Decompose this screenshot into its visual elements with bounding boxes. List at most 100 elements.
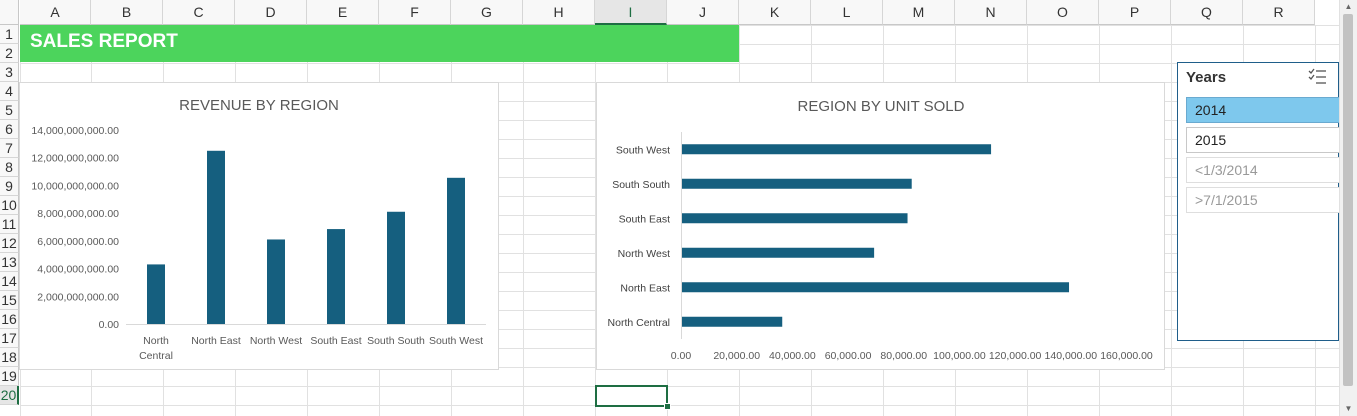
- row-header-20[interactable]: 20: [0, 386, 19, 405]
- y-category-label: North East: [620, 282, 670, 294]
- x-tick-label: South West: [429, 335, 483, 347]
- region-by-unit-sold-chart[interactable]: REGION BY UNIT SOLD South West South Sout…: [596, 82, 1165, 370]
- scroll-down-icon[interactable]: ▼: [1344, 404, 1353, 413]
- y-tick-label: 4,000,000,000.00: [37, 264, 119, 276]
- row-header-9[interactable]: 9: [0, 177, 19, 196]
- y-tick-label: 0.00: [99, 319, 120, 331]
- row-header-15[interactable]: 15: [0, 291, 19, 310]
- x-tick-label: 20,000.00: [713, 350, 760, 362]
- revenue-bar[interactable]: [147, 264, 165, 324]
- column-header-H[interactable]: H: [523, 0, 595, 25]
- revenue-by-region-chart[interactable]: REVENUE BY REGION 0.00 2,000,000,000.00 4,…: [19, 82, 499, 370]
- y-tick-label: 10,000,000,000.00: [31, 180, 119, 192]
- row-header-11[interactable]: 11: [0, 215, 19, 234]
- column-header-B[interactable]: B: [91, 0, 163, 25]
- x-tick-label: North East: [191, 335, 241, 347]
- x-tick-label: 160,000.00: [1100, 350, 1153, 362]
- row-header-14[interactable]: 14: [0, 272, 19, 291]
- revenue-bar[interactable]: [267, 239, 285, 324]
- column-header-M[interactable]: M: [883, 0, 955, 25]
- x-tick-label: 100,000.00: [933, 350, 986, 362]
- years-slicer[interactable]: Years 2014 2015 <1/3/2014 >7/1/2015: [1177, 62, 1346, 341]
- row-header-12[interactable]: 12: [0, 234, 19, 253]
- y-tick-label: 12,000,000,000.00: [31, 153, 119, 165]
- x-tick-label: 140,000.00: [1045, 350, 1098, 362]
- row-header-8[interactable]: 8: [0, 158, 19, 177]
- revenue-bar[interactable]: [207, 150, 225, 324]
- x-tick-label: 60,000.00: [825, 350, 872, 362]
- scroll-up-icon[interactable]: ▲: [1344, 2, 1353, 11]
- row-header-3[interactable]: 3: [0, 63, 19, 82]
- column-header-O[interactable]: O: [1027, 0, 1099, 25]
- row-header-18[interactable]: 18: [0, 348, 19, 367]
- units-bar[interactable]: [682, 247, 875, 258]
- units-chart-title: REGION BY UNIT SOLD: [798, 98, 965, 115]
- column-header-R[interactable]: R: [1243, 0, 1315, 25]
- y-category-label: North Central: [608, 317, 670, 329]
- column-header-I[interactable]: I: [595, 0, 667, 25]
- revenue-bar[interactable]: [387, 211, 405, 324]
- row-header-6[interactable]: 6: [0, 120, 19, 139]
- row-header-7[interactable]: 7: [0, 139, 19, 158]
- row-header-10[interactable]: 10: [0, 196, 19, 215]
- y-tick-label: 6,000,000,000.00: [37, 236, 119, 248]
- x-tick-label: 40,000.00: [769, 350, 816, 362]
- row-header-2[interactable]: 2: [0, 44, 19, 63]
- column-header-G[interactable]: G: [451, 0, 523, 25]
- column-header-L[interactable]: L: [811, 0, 883, 25]
- column-header-C[interactable]: C: [163, 0, 235, 25]
- revenue-chart-title: REVENUE BY REGION: [179, 97, 339, 114]
- row-header-17[interactable]: 17: [0, 329, 19, 348]
- slicer-item[interactable]: 2014: [1186, 97, 1346, 123]
- y-category-label: South South: [612, 179, 670, 191]
- slicer-title: Years: [1186, 69, 1227, 86]
- column-header-E[interactable]: E: [307, 0, 379, 25]
- x-tick-label: 80,000.00: [880, 350, 927, 362]
- column-header-N[interactable]: N: [955, 0, 1027, 25]
- vertical-scrollbar[interactable]: ▲ ▼: [1339, 0, 1357, 416]
- x-tick-label: South East: [310, 335, 361, 347]
- select-all-corner[interactable]: [0, 0, 19, 25]
- row-header-1[interactable]: 1: [0, 25, 19, 44]
- column-header-K[interactable]: K: [739, 0, 811, 25]
- slicer-item[interactable]: <1/3/2014: [1186, 157, 1346, 183]
- active-cell-selection[interactable]: [595, 385, 668, 407]
- row-header-5[interactable]: 5: [0, 101, 19, 120]
- column-header-D[interactable]: D: [235, 0, 307, 25]
- scroll-thumb[interactable]: [1343, 14, 1353, 386]
- y-tick-label: 2,000,000,000.00: [37, 291, 119, 303]
- revenue-bar[interactable]: [447, 177, 465, 324]
- row-header-4[interactable]: 4: [0, 82, 19, 101]
- units-chart-plot: REGION BY UNIT SOLD South West South Sout…: [608, 98, 1153, 362]
- y-tick-label: 14,000,000,000.00: [31, 125, 119, 137]
- x-tick-label: Central: [139, 350, 173, 362]
- slicer-item[interactable]: >7/1/2015: [1186, 187, 1346, 213]
- units-bar[interactable]: [682, 316, 783, 327]
- revenue-chart-plot: REVENUE BY REGION 0.00 2,000,000,000.00 4,…: [31, 97, 486, 362]
- column-header-A[interactable]: A: [20, 0, 91, 25]
- slicer-item[interactable]: 2015: [1186, 127, 1346, 153]
- y-category-label: South West: [616, 144, 670, 156]
- y-tick-label: 8,000,000,000.00: [37, 208, 119, 220]
- revenue-bar[interactable]: [327, 229, 345, 324]
- x-tick-label: 120,000.00: [989, 350, 1042, 362]
- units-bar[interactable]: [682, 178, 912, 189]
- row-header-16[interactable]: 16: [0, 310, 19, 329]
- sales-report-banner[interactable]: SALES REPORT: [20, 25, 739, 62]
- units-bar[interactable]: [682, 282, 1070, 293]
- y-category-label: South East: [619, 213, 670, 225]
- row-header-19[interactable]: 19: [0, 367, 19, 386]
- fill-handle[interactable]: [664, 403, 671, 410]
- multi-select-icon[interactable]: [1308, 68, 1328, 86]
- column-header-J[interactable]: J: [667, 0, 739, 25]
- column-header-P[interactable]: P: [1099, 0, 1171, 25]
- units-bar[interactable]: [682, 144, 992, 155]
- x-tick-label: 0.00: [671, 350, 692, 362]
- report-title: SALES REPORT: [30, 31, 178, 52]
- row-header-13[interactable]: 13: [0, 253, 19, 272]
- column-header-F[interactable]: F: [379, 0, 451, 25]
- column-header-Q[interactable]: Q: [1171, 0, 1243, 25]
- y-category-label: North West: [618, 248, 670, 260]
- units-bar[interactable]: [682, 213, 908, 224]
- x-tick-label: North West: [250, 335, 302, 347]
